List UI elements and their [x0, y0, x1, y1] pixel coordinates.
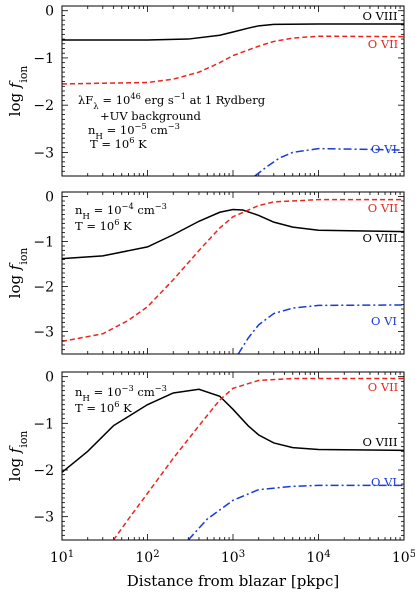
series-line-o-viii — [62, 23, 404, 41]
panel-annotation: nH = 10−5 cm−3 — [88, 121, 180, 142]
y-tick-label: −1 — [33, 416, 54, 432]
x-tick-label: 101 — [50, 549, 74, 567]
panel-middle: 0 −1 −2 −3 O VIII O VII O VI nH = 10−4 cm−3T = … — [6, 190, 405, 355]
series-label-o-vii: O VII — [368, 380, 398, 394]
y-axis-title: log fion — [6, 248, 30, 299]
y-tick-label: −3 — [33, 510, 54, 526]
y-tick-label: −2 — [33, 280, 54, 296]
x-tick-label: 103 — [221, 549, 245, 567]
series-line-o-vii — [112, 377, 404, 540]
x-tick-label: 104 — [306, 549, 330, 567]
series-line-o-vi — [254, 147, 404, 176]
x-tick-label: 105 — [392, 549, 415, 567]
series-label-o-viii: O VIII — [362, 231, 397, 245]
series-line-o-viii — [62, 208, 404, 260]
panel-annotation: +UV background — [100, 109, 202, 123]
series-label-o-vi: O VI — [371, 142, 397, 156]
panel-annotation: nH = 10−4 cm−3 — [75, 201, 167, 222]
series-line-o-vii — [62, 35, 404, 85]
series-label-o-vii: O VII — [368, 37, 398, 51]
panel-annotation: λFλ = 1046 erg s−1 at 1 Rydberg — [78, 91, 266, 112]
y-axis-title: log fion — [6, 431, 30, 482]
series-label-o-viii: O VIII — [362, 435, 397, 449]
series-line-o-vi — [187, 484, 404, 540]
panel-annotation: T = 106 K — [90, 135, 147, 151]
series-label-o-viii: O VIII — [362, 9, 397, 23]
series-label-o-vii: O VII — [368, 201, 398, 215]
panel-top: 0 −1 −2 −3 O VIII O VII O VI λFλ = 1046 erg s−1… — [6, 4, 405, 177]
panel-bottom: 0 −1 −2 −3 O VIII O VII O VI nH = 10−3 cm−3T = … — [6, 370, 405, 541]
x-axis-title: Distance from blazar [pkpc] — [127, 572, 339, 590]
y-tick-label: −2 — [33, 463, 54, 479]
y-tick-label: −1 — [33, 51, 54, 67]
series-line-o-viii — [62, 388, 404, 473]
y-axis-title: log fion — [6, 66, 30, 117]
y-tick-label: −3 — [33, 145, 54, 161]
y-tick-label: 0 — [45, 4, 54, 20]
y-tick-label: 0 — [45, 370, 54, 386]
plot-frame — [61, 191, 405, 355]
series-label-o-vi: O VI — [371, 475, 397, 489]
plot-frame — [61, 5, 405, 177]
y-tick-label: −3 — [33, 325, 54, 341]
plot-frame — [61, 371, 405, 541]
y-tick-label: 0 — [45, 190, 54, 206]
y-tick-label: −2 — [33, 98, 54, 114]
x-tick-label: 102 — [135, 549, 159, 567]
series-label-o-vi: O VI — [371, 314, 397, 328]
y-tick-label: −1 — [33, 235, 54, 251]
series-line-o-vi — [237, 304, 404, 354]
panel-annotation: T = 106 K — [75, 399, 132, 415]
panel-annotation: T = 106 K — [75, 217, 132, 233]
series-line-o-vii — [62, 198, 404, 343]
panel-annotation: nH = 10−3 cm−3 — [75, 383, 167, 404]
